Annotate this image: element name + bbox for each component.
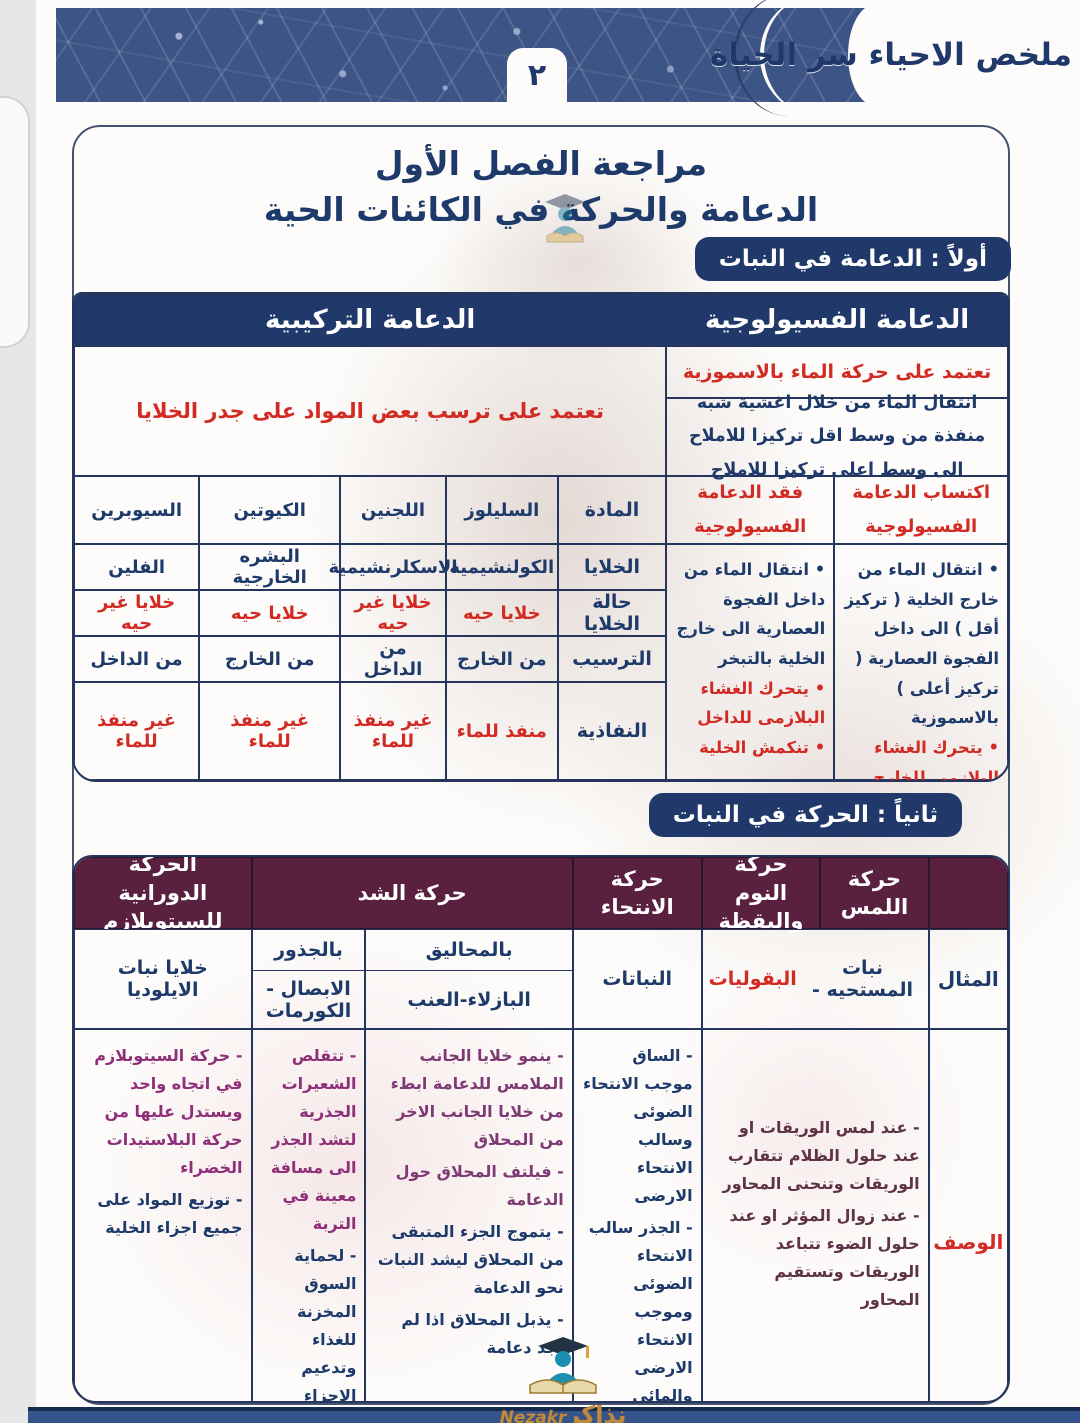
description-tropism: الساق موجب الانتحاء الضوئى وسالب الانتحا… <box>572 1029 702 1401</box>
movement-table: حركة اللمس حركة النوم والیقظة حركة الانت… <box>72 855 1010 1403</box>
material-cells: البشره الخارجية <box>199 544 341 590</box>
content-container: مراجعة الفصل الأول الدعامة والحركة في ال… <box>72 125 1011 1405</box>
gain-point: يتحرك الغشاء البلازمى للخارج <box>843 733 999 780</box>
desc-point: حركة السيتوبلازم في اتجاه واحد ويستدل عل… <box>83 1042 242 1182</box>
material-name: اللجنين <box>340 476 446 544</box>
example-touch-sleep: نبات المستحيه - البقوليات <box>701 929 929 1029</box>
loss-support-points: انتقال الماء من داخل الفجوة العصارية الى… <box>666 544 835 780</box>
material-permeability: منفذ للماء <box>445 682 558 780</box>
example-tendrils: بالمحاليق البازلاء-العنب <box>365 929 573 1029</box>
example-rotation: خلايا نبات الايلوديا <box>74 929 252 1029</box>
desc-point: فيلتف المحلاق حول الدعامة <box>374 1158 564 1214</box>
material-permeability: غير منفذ للماء <box>199 682 341 780</box>
description-tendrils: ينمو خلايا الجانب الملامس للدعامة ابطء م… <box>365 1029 573 1401</box>
support-table: الدعامة التركيبية الدعامة الفسيولوجية تع… <box>72 292 1010 782</box>
example-row-label: المثال <box>928 929 1008 1029</box>
example-tropism: النباتات <box>572 929 702 1029</box>
material-cell-state: خلايا غير حيه <box>340 590 446 636</box>
physiological-support-header: الدعامة الفسيولوجية <box>666 294 1008 346</box>
desc-point: الجذر سالب الانتحاء الضوئى وموجب الانتحا… <box>582 1214 693 1401</box>
structural-support-header: الدعامة التركيبية <box>74 294 667 346</box>
example-touch-sleep-highlight: البقوليات <box>708 968 797 990</box>
roots-example: الابصال - الكورمات <box>265 977 352 1022</box>
desc-point: الساق موجب الانتحاء الضوئى وسالب الانتحا… <box>582 1042 693 1210</box>
header-curve-outline <box>734 0 854 116</box>
gain-support-points: انتقال الماء من خارج الخلية ( تركيز أقل … <box>834 544 1008 780</box>
desc-point: توزيع المواد على جميع اجزاء الخلية <box>83 1186 242 1242</box>
gain-point: انتقال الماء من خارج الخلية ( تركيز أقل … <box>843 555 999 733</box>
row-label-cells: الخلايا <box>557 544 667 590</box>
description-row-label: الوصف <box>928 1029 1008 1401</box>
header-curve <box>760 0 870 112</box>
corner-header-cell <box>928 857 1008 929</box>
tropism-movement-header: حركة الانتحاء <box>572 857 702 929</box>
material-permeability: غير منفذ للماء <box>74 682 200 780</box>
material-name: السليلوز <box>445 476 558 544</box>
loss-point: تنكمش الخلية <box>675 733 825 763</box>
material-deposition: من الخارج <box>199 636 341 682</box>
material-name: السيوبرين <box>74 476 200 544</box>
main-title-line1: مراجعة الفصل الأول <box>374 144 708 183</box>
page-number-tab: ٢ <box>507 48 567 102</box>
material-cells: الاسكلرنشيمية <box>328 544 458 590</box>
gain-support-header: اكتساب الدعامة الفسيولوجية <box>834 476 1008 544</box>
material-cells: الفلين <box>74 544 200 590</box>
row-label-cell-state: حالة الخلايا <box>557 590 667 636</box>
main-title: مراجعة الفصل الأول الدعامة والحركة في ال… <box>74 127 1008 233</box>
main-title-line2: الدعامة والحركة في الكائنات الحية <box>263 190 819 230</box>
desc-point: يتموج الجزء المتبقى من المحلاق ليشد النب… <box>374 1218 564 1302</box>
desc-point: لحماية السوق المخزنة للغذاء وتدعيم الاجز… <box>261 1242 356 1401</box>
row-label-permeability: النفاذية <box>557 682 667 780</box>
desc-point: عند لمس الوريقات او عند حلول الظلام تتقا… <box>711 1114 919 1198</box>
desc-point: ينمو خلايا الجانب الملامس للدعامة ابطء م… <box>374 1042 564 1154</box>
material-cell-state: خلايا حيه <box>199 590 341 636</box>
loss-point: انتقال الماء من داخل الفجوة العصارية الى… <box>675 555 825 674</box>
material-deposition: من الخارج <box>445 636 558 682</box>
material-deposition: من الداخل <box>340 636 446 682</box>
underlying-page-edge <box>0 96 30 348</box>
touch-movement-header: حركة اللمس <box>820 857 929 929</box>
tendrils-subheader: بالمحاليق <box>366 930 572 972</box>
desc-point: يذبل المحلاق اذا لم يجد دعامة <box>374 1306 563 1362</box>
roots-subheader: بالجذور <box>252 930 365 972</box>
loss-point: يتحرك الغشاء البلازمى للداخل <box>675 674 825 733</box>
description-touch-sleep: عند لمس الوريقات او عند حلول الظلام تتقا… <box>701 1029 929 1401</box>
cytoplasm-rotation-header: الحركة الدورانية للسيتوبلازم <box>74 857 252 933</box>
example-touch-sleep-main: نبات المستحيه - <box>812 957 913 1001</box>
header-band: ملخص الاحياء سر الحياة ٢ <box>56 0 1080 116</box>
material-deposition: من الداخل <box>74 636 200 682</box>
pull-movement-header: حركة الشد <box>251 857 573 929</box>
section1-badge: أولاً : الدعامة في النبات <box>694 237 1011 281</box>
material-cell-state: خلايا غير حيه <box>74 590 200 636</box>
section2-badge: ثانياً : الحركة في النبات <box>648 793 962 837</box>
row-label-deposition: الترسيب <box>557 636 667 682</box>
row-label-material: المادة <box>557 476 667 544</box>
loss-support-header: فقد الدعامة الفسيولوجية <box>666 476 835 544</box>
example-roots: بالجذور الابصال - الكورمات <box>251 929 366 1029</box>
tendrils-example: البازلاء-العنب <box>407 988 531 1011</box>
description-rotation: حركة السيتوبلازم في اتجاه واحد ويستدل عل… <box>74 1029 252 1401</box>
header-title-area <box>848 4 1080 106</box>
material-cell-state: خلايا حيه <box>445 590 558 636</box>
desc-point: تتقلص الشعيرات الجذرية لتشد الجذر الى مس… <box>261 1042 357 1238</box>
material-name: الكيوتين <box>199 476 341 544</box>
material-permeability: غير منفذ للماء <box>340 682 446 780</box>
osmosis-definition-cell: انتقال الماء من خلال اغشية شبه منفذة من … <box>666 393 1008 480</box>
sleep-wake-movement-header: حركة النوم والیقظة <box>701 857 821 933</box>
description-roots: تتقلص الشعيرات الجذرية لتشد الجذر الى مس… <box>251 1029 366 1401</box>
booklet-title: ملخص الاحياء سر الحياة <box>709 37 1073 73</box>
desc-point: عند زوال المؤثر او عند حلول الضوء تتباعد… <box>711 1202 920 1314</box>
structural-basis-cell: تعتمد على ترسب بعض المواد على جدر الخلاي… <box>74 346 667 476</box>
material-cells: الكولنشيمية <box>445 544 558 590</box>
bottom-navy-band <box>28 1407 1080 1423</box>
